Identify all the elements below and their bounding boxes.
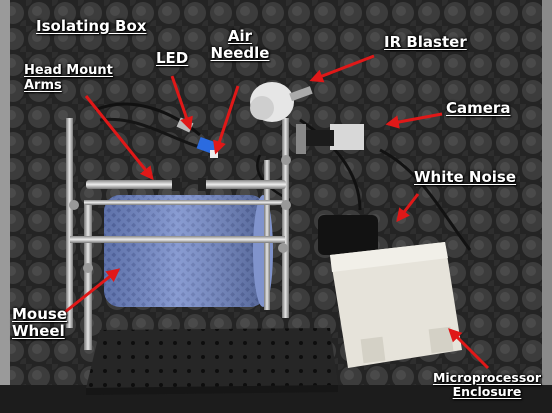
arrow-ir-blaster — [309, 54, 375, 83]
arrow-air-needle — [213, 85, 240, 155]
arrow-led — [170, 75, 193, 131]
arrow-microprocessor — [448, 328, 490, 370]
breadboard — [86, 328, 338, 388]
post-clamp — [83, 263, 93, 273]
label-air-needle: Air Needle — [210, 28, 270, 62]
label-air-needle-line1: Air — [227, 27, 253, 45]
post-left — [66, 118, 73, 328]
label-mouse-wheel: Mouse Wheel — [12, 306, 67, 340]
label-led: LED — [156, 49, 189, 67]
label-white-noise: White Noise — [414, 168, 517, 186]
enclosure-latch — [428, 326, 454, 354]
label-micro-line1: Microprocessor — [432, 370, 542, 385]
label-head-mount-arms: Head Mount Arms — [24, 63, 113, 93]
ir-blaster-face — [250, 96, 274, 120]
post-clamp — [281, 155, 291, 165]
arrow-mouse-wheel — [59, 268, 121, 318]
box-edge-left — [0, 0, 10, 413]
arm-clamp — [172, 178, 180, 191]
camera-body — [330, 124, 364, 150]
enclosure-lid — [330, 242, 448, 272]
head-mount-arm-right — [200, 180, 286, 189]
post-clamp — [278, 243, 288, 253]
post-clamp — [281, 200, 291, 210]
mouse-wheel-shade — [104, 195, 266, 307]
post-right-back — [264, 160, 270, 310]
camera-mount — [296, 124, 306, 154]
label-mouse-wheel-line2: Wheel — [12, 321, 65, 340]
box-edge-right — [542, 0, 552, 413]
arm-clamp — [198, 178, 206, 191]
breadboard-edge — [86, 385, 338, 395]
enclosure-latch — [360, 336, 386, 364]
label-micro-line2: Enclosure — [452, 384, 522, 399]
rod-horizontal — [84, 200, 284, 205]
white-noise-speaker — [318, 215, 378, 255]
label-ir-blaster: IR Blaster — [384, 33, 467, 51]
microprocessor-enclosure — [330, 242, 462, 368]
camera-lens — [304, 130, 334, 146]
post-clamp — [69, 200, 79, 210]
arrow-white-noise — [396, 193, 420, 223]
label-air-needle-line2: Needle — [210, 43, 270, 62]
cable — [379, 148, 472, 251]
post-right — [282, 118, 289, 318]
label-microprocessor-enclosure: Microprocessor Enclosure — [426, 371, 548, 399]
post-left-front — [84, 200, 92, 350]
arrow-head-mount-arms — [84, 95, 154, 181]
label-mouse-wheel-line1: Mouse — [12, 305, 68, 323]
label-head-mount-line2: Arms — [24, 77, 62, 93]
ir-blaster-mount — [289, 86, 313, 102]
label-isolating-box: Isolating Box — [36, 17, 147, 35]
rod-horizontal — [70, 236, 285, 243]
arrow-camera — [385, 112, 443, 129]
label-head-mount-line1: Head Mount — [24, 63, 113, 78]
label-camera: Camera — [446, 99, 511, 117]
cable — [299, 118, 362, 211]
head-mount-arm-left — [86, 180, 174, 189]
